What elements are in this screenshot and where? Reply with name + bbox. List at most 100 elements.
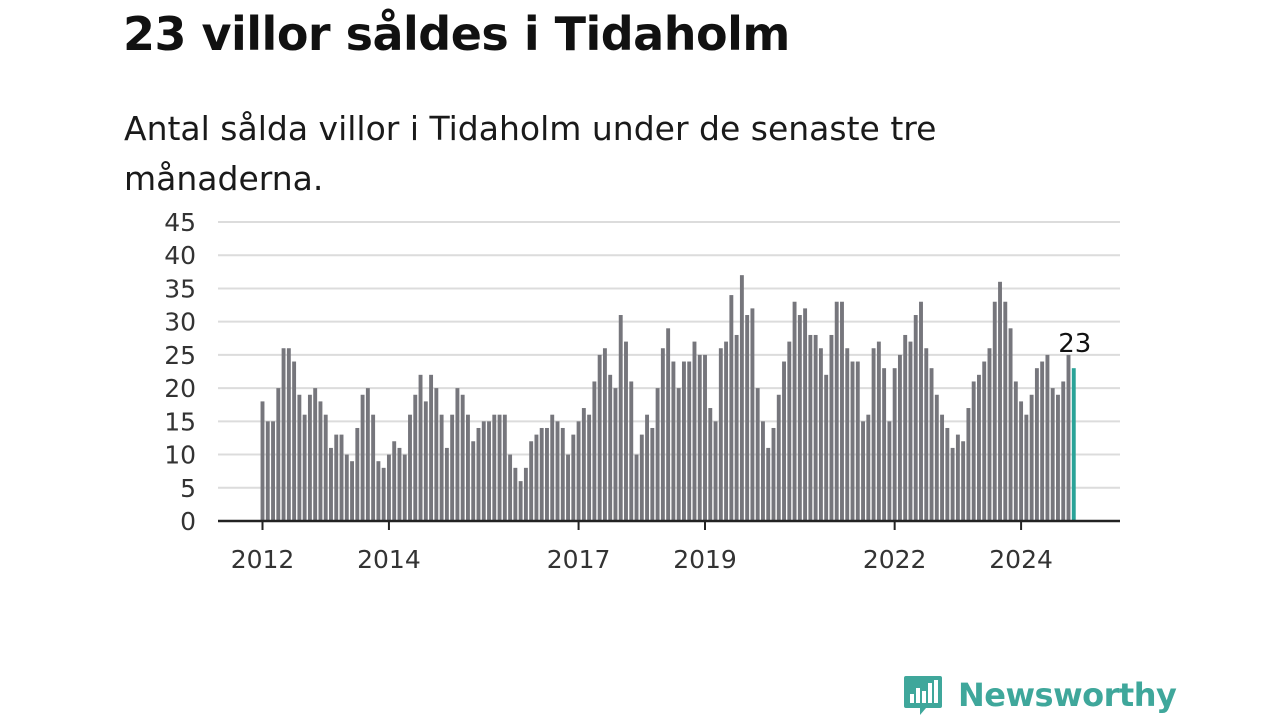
bar — [408, 414, 412, 521]
bar — [529, 441, 534, 521]
bar — [323, 414, 328, 521]
bar — [413, 394, 418, 521]
bar — [692, 341, 697, 521]
bar — [855, 361, 860, 521]
bar — [718, 348, 723, 521]
bar — [703, 354, 707, 521]
bar — [260, 401, 265, 521]
bar — [276, 388, 281, 521]
bar — [761, 421, 765, 521]
bar — [423, 401, 428, 521]
brand-name: Newsworthy — [958, 676, 1177, 714]
bar — [645, 414, 650, 521]
bar — [992, 301, 997, 521]
bar — [329, 447, 333, 521]
bar — [687, 361, 692, 521]
bar — [966, 408, 971, 521]
bar — [386, 454, 391, 521]
bar — [697, 354, 702, 521]
bar — [739, 275, 744, 521]
bar — [845, 348, 850, 521]
bar — [1066, 354, 1071, 521]
bar — [840, 301, 844, 521]
bar — [940, 414, 945, 521]
x-tick-label: 2019 — [673, 545, 737, 574]
bar — [307, 394, 312, 521]
newsworthy-logo-icon — [904, 676, 942, 715]
bar — [897, 354, 902, 521]
bar — [286, 348, 291, 521]
bar — [650, 427, 655, 521]
bar — [466, 414, 470, 521]
bar — [355, 427, 360, 521]
bar — [439, 414, 444, 521]
x-tick-label: 2012 — [231, 545, 295, 574]
bar — [624, 341, 628, 521]
y-tick-label: 0 — [180, 507, 196, 536]
bar — [787, 341, 792, 521]
bar — [955, 434, 960, 521]
y-tick-label: 40 — [164, 241, 196, 270]
bar — [919, 301, 923, 521]
bar — [571, 434, 576, 521]
x-tick-label: 2017 — [547, 545, 611, 574]
annotations: 23 — [1058, 329, 1091, 359]
bar — [634, 454, 639, 521]
bar — [265, 421, 270, 521]
bar — [455, 388, 460, 521]
bar — [487, 421, 491, 521]
bar — [808, 334, 813, 521]
bar — [371, 414, 376, 521]
bar — [555, 421, 560, 521]
bar — [850, 361, 855, 521]
bar — [508, 454, 513, 521]
x-tick-label: 2024 — [989, 545, 1053, 574]
bar — [913, 315, 918, 521]
bar — [576, 421, 581, 521]
bar — [1061, 381, 1066, 521]
bar — [618, 315, 623, 521]
bar — [829, 334, 834, 521]
bar — [1056, 394, 1060, 521]
bar — [381, 467, 386, 521]
bar — [713, 421, 718, 521]
bar — [608, 374, 613, 521]
bar — [950, 447, 955, 521]
bar — [344, 454, 349, 521]
bar — [1024, 414, 1029, 521]
bar-highlight — [1071, 368, 1076, 521]
bar — [977, 374, 981, 521]
bar — [903, 334, 908, 521]
x-tick-label: 2022 — [863, 545, 927, 574]
bar — [1013, 381, 1018, 521]
bar — [502, 414, 507, 521]
bar — [545, 427, 549, 521]
bar — [1034, 368, 1039, 521]
bar — [987, 348, 992, 521]
bar — [998, 281, 1002, 521]
bar — [602, 348, 607, 521]
bar — [887, 421, 892, 521]
bar — [450, 414, 455, 521]
bar — [734, 334, 739, 521]
bar — [755, 388, 760, 521]
bar — [539, 427, 544, 521]
bar — [281, 348, 286, 521]
bar — [592, 381, 597, 521]
y-tick-label: 35 — [164, 274, 196, 303]
bar — [818, 348, 823, 521]
y-tick-label: 10 — [164, 441, 196, 470]
bar — [639, 434, 644, 521]
bar — [745, 315, 750, 521]
bar — [513, 467, 518, 521]
bar — [1045, 354, 1050, 521]
newsworthy-brand: Newsworthy — [902, 670, 1177, 720]
bar — [945, 427, 950, 521]
y-tick-label: 20 — [164, 374, 196, 403]
bar — [876, 341, 881, 521]
bar — [924, 348, 929, 521]
y-axis-ticks: 0 5 10 15 20 25 30 35 40 45 — [164, 208, 196, 536]
bar — [782, 361, 786, 521]
bar — [750, 308, 755, 521]
bar — [613, 388, 618, 521]
